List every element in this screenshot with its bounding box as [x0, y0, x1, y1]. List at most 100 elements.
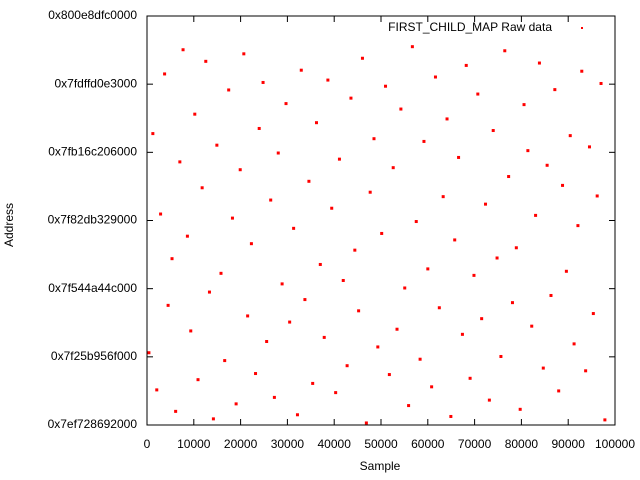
- legend-label: FIRST_CHILD_MAP Raw data: [388, 20, 552, 34]
- data-point: [276, 151, 280, 155]
- data-point: [449, 414, 453, 418]
- data-point: [395, 327, 399, 331]
- data-point: [495, 256, 499, 260]
- data-point: [403, 286, 407, 290]
- data-point: [254, 372, 258, 376]
- data-point: [476, 92, 480, 96]
- data-point: [522, 103, 526, 107]
- data-point: [445, 117, 449, 121]
- legend-swatch: [581, 27, 583, 29]
- x-tick-label: 20000: [224, 437, 258, 451]
- data-point: [311, 381, 315, 385]
- data-point: [230, 216, 234, 220]
- data-point: [272, 395, 276, 399]
- y-tick-label: 0x7f25b956f000: [51, 349, 137, 363]
- data-point: [155, 388, 159, 392]
- x-tick-label: 0: [144, 437, 151, 451]
- data-point: [503, 49, 507, 53]
- data-point: [269, 198, 273, 202]
- data-point: [537, 61, 541, 65]
- data-point: [261, 80, 265, 84]
- data-point: [280, 282, 284, 286]
- data-point: [349, 96, 353, 100]
- data-point: [246, 314, 250, 318]
- data-point: [584, 369, 588, 373]
- data-point: [464, 63, 468, 67]
- data-point: [484, 202, 488, 206]
- data-point: [507, 175, 511, 179]
- data-point: [159, 212, 163, 216]
- x-tick-label: 90000: [552, 437, 586, 451]
- y-tick-label: 0x7f544a44c000: [48, 281, 137, 295]
- data-point: [265, 339, 269, 343]
- data-point: [457, 155, 461, 159]
- data-point: [322, 335, 326, 339]
- data-point: [295, 413, 299, 417]
- data-point: [518, 407, 522, 411]
- x-tick-label: 40000: [318, 437, 352, 451]
- data-point: [200, 186, 204, 190]
- data-point: [553, 88, 557, 92]
- data-point: [391, 166, 395, 170]
- data-point: [170, 257, 174, 261]
- data-point: [510, 301, 514, 305]
- data-point: [376, 345, 380, 349]
- data-point: [303, 298, 307, 302]
- data-point: [299, 68, 303, 72]
- x-tick-label: 60000: [411, 437, 445, 451]
- data-point: [318, 262, 322, 266]
- data-point: [372, 137, 376, 141]
- data-point: [468, 376, 472, 380]
- data-point: [196, 378, 200, 382]
- data-point: [257, 126, 261, 130]
- data-point: [353, 248, 357, 252]
- data-point: [193, 112, 197, 116]
- data-point: [564, 269, 568, 273]
- data-point: [576, 224, 580, 228]
- data-point: [337, 157, 341, 161]
- data-point: [334, 391, 338, 395]
- data-point: [572, 342, 576, 346]
- data-point: [166, 303, 170, 307]
- data-point: [227, 88, 231, 92]
- data-point: [204, 59, 208, 63]
- data-point: [430, 385, 434, 389]
- data-point: [151, 132, 155, 136]
- data-point: [541, 366, 545, 370]
- data-point: [549, 293, 553, 297]
- data-point: [207, 290, 211, 294]
- data-point: [211, 417, 215, 421]
- data-point: [599, 81, 603, 85]
- data-point: [480, 317, 484, 321]
- data-point: [580, 69, 584, 73]
- data-point: [591, 312, 595, 316]
- x-tick-label: 70000: [458, 437, 492, 451]
- data-point: [234, 402, 238, 406]
- data-point: [185, 234, 189, 238]
- data-point: [249, 242, 253, 246]
- data-point: [181, 48, 185, 52]
- data-point: [433, 75, 437, 79]
- x-axis-label: Sample: [360, 459, 401, 473]
- data-point: [288, 320, 292, 324]
- data-point: [568, 134, 572, 138]
- data-point: [326, 78, 330, 82]
- data-point: [215, 143, 219, 147]
- plot-frame: [146, 15, 616, 426]
- data-point: [189, 329, 193, 333]
- data-point: [557, 389, 561, 393]
- data-point: [357, 309, 361, 313]
- data-point: [147, 351, 151, 355]
- y-tick-label: 0x7ef728692000: [48, 417, 138, 431]
- data-point: [178, 160, 182, 164]
- data-point: [341, 278, 345, 282]
- x-tick-label: 30000: [271, 437, 305, 451]
- data-point: [487, 398, 491, 402]
- data-point: [223, 359, 227, 363]
- data-point: [238, 168, 242, 172]
- data-point: [360, 56, 364, 60]
- data-point: [364, 421, 368, 425]
- data-point: [595, 194, 599, 198]
- data-point: [284, 102, 288, 106]
- data-point: [514, 246, 518, 250]
